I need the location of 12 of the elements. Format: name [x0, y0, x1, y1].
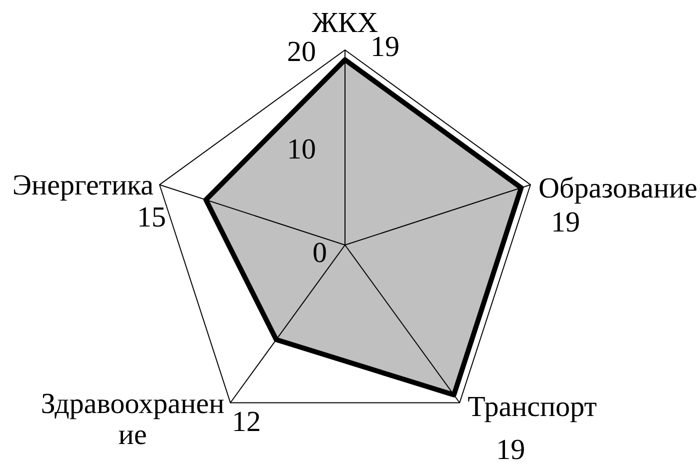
- data-label: 19: [496, 434, 526, 465]
- data-label: 19: [370, 31, 400, 63]
- data-label: 12: [232, 406, 261, 438]
- y-tick-label: 20: [287, 36, 316, 68]
- spoke-label: Здравоохранение: [40, 388, 224, 451]
- spoke-label: Транспорт: [468, 390, 598, 423]
- spoke-label: Образование: [538, 172, 698, 205]
- spoke-label: Энергетика: [12, 170, 154, 202]
- y-tick-label: 10: [287, 134, 316, 166]
- data-label: 15: [137, 202, 166, 234]
- data-label: 19: [550, 206, 580, 239]
- y-tick-label: 0: [312, 237, 327, 269]
